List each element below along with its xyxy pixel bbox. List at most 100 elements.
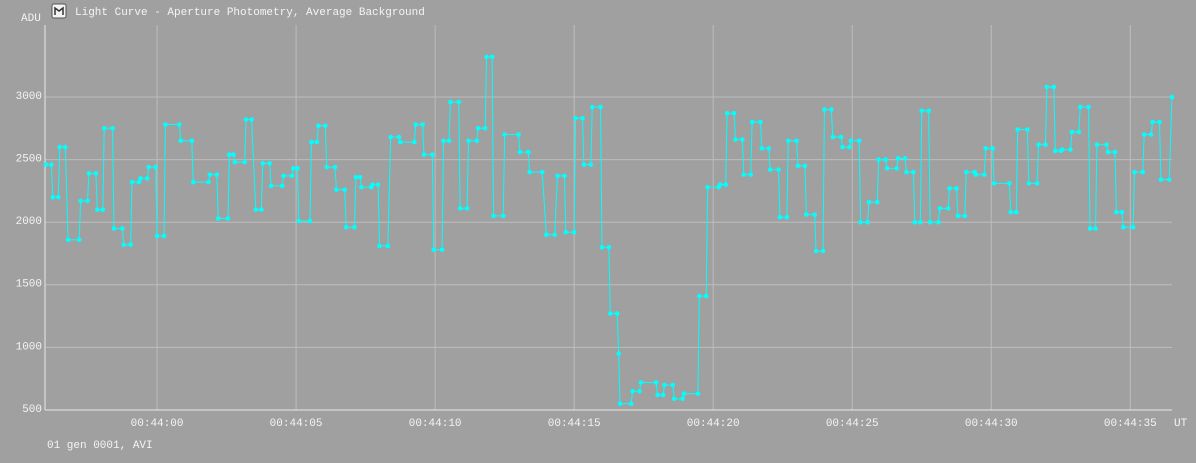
data-point — [385, 243, 391, 249]
data-point — [517, 149, 523, 155]
data-point — [562, 173, 567, 179]
x-tick-label: 00:44:35 — [1104, 418, 1157, 430]
data-point — [1052, 148, 1058, 154]
data-point — [767, 167, 773, 172]
data-point — [357, 174, 363, 180]
data-point — [138, 176, 143, 181]
data-point — [581, 162, 587, 167]
data-point — [214, 172, 220, 177]
data-point — [110, 125, 115, 131]
data-point — [749, 119, 755, 125]
data-point — [153, 164, 158, 170]
data-point — [1043, 142, 1048, 147]
data-point — [56, 194, 61, 200]
data-point — [314, 139, 320, 145]
data-point — [945, 206, 951, 211]
data-point — [316, 123, 321, 129]
data-point — [324, 164, 329, 170]
data-point — [733, 137, 738, 142]
data-point — [848, 138, 854, 144]
data-point — [206, 179, 211, 185]
data-point — [580, 115, 585, 121]
data-point — [307, 218, 313, 224]
y-tick-label: 3000 — [16, 91, 42, 103]
data-point — [1157, 119, 1162, 125]
data-point — [86, 171, 92, 176]
data-point — [1015, 127, 1020, 132]
data-point — [146, 164, 152, 170]
data-point — [1119, 209, 1125, 215]
data-point — [723, 182, 729, 187]
data-point — [441, 138, 446, 144]
data-point — [291, 166, 296, 171]
data-point — [681, 391, 687, 397]
data-point — [1069, 129, 1075, 135]
data-point — [822, 107, 827, 112]
data-point — [895, 156, 901, 161]
data-point — [937, 206, 943, 211]
data-point — [902, 156, 908, 161]
data-point — [955, 213, 961, 219]
data-point — [78, 198, 83, 204]
data-point — [840, 144, 845, 150]
data-point — [820, 248, 826, 254]
data-point — [904, 169, 909, 175]
data-point — [1132, 169, 1137, 175]
data-point — [1059, 147, 1065, 152]
data-point — [766, 146, 772, 151]
data-point — [260, 161, 266, 166]
data-point — [638, 380, 644, 385]
data-point — [242, 159, 247, 165]
data-point — [268, 183, 274, 189]
data-point — [963, 169, 969, 175]
data-point — [225, 216, 231, 221]
data-point — [527, 169, 532, 175]
data-point — [759, 146, 765, 151]
data-point — [1034, 181, 1040, 186]
x-tick-label: 00:44:30 — [965, 418, 1018, 430]
data-point — [334, 187, 339, 192]
data-point — [573, 115, 578, 121]
data-point — [705, 184, 710, 190]
data-point — [1076, 129, 1082, 135]
data-point — [232, 159, 238, 165]
data-point — [866, 199, 872, 205]
data-point — [93, 171, 99, 176]
data-point — [1087, 226, 1093, 231]
data-point — [571, 229, 577, 235]
data-point — [804, 212, 809, 217]
data-point — [670, 382, 676, 388]
data-point — [1007, 181, 1012, 186]
data-point — [322, 123, 328, 129]
data-point — [120, 226, 125, 231]
data-point — [630, 388, 635, 394]
data-point — [724, 110, 730, 116]
data-point — [525, 149, 531, 155]
data-point — [740, 137, 745, 142]
data-point — [539, 169, 545, 175]
data-point — [847, 144, 852, 150]
data-point — [430, 152, 435, 157]
data-point — [1104, 142, 1109, 147]
data-point — [947, 186, 952, 191]
data-point — [94, 207, 100, 212]
data-point — [296, 218, 302, 224]
data-point — [927, 219, 933, 225]
data-point — [973, 172, 979, 177]
data-point — [500, 213, 506, 219]
data-point — [1112, 149, 1118, 155]
data-point — [491, 213, 496, 219]
data-point — [785, 138, 791, 144]
data-point — [62, 144, 68, 150]
data-point — [281, 173, 286, 179]
data-point — [1130, 224, 1136, 230]
data-point — [370, 182, 375, 187]
data-point — [856, 138, 862, 144]
data-point — [662, 382, 667, 388]
data-point — [289, 173, 295, 179]
data-point — [1169, 94, 1175, 100]
data-point — [502, 132, 507, 137]
data-point — [552, 232, 557, 238]
